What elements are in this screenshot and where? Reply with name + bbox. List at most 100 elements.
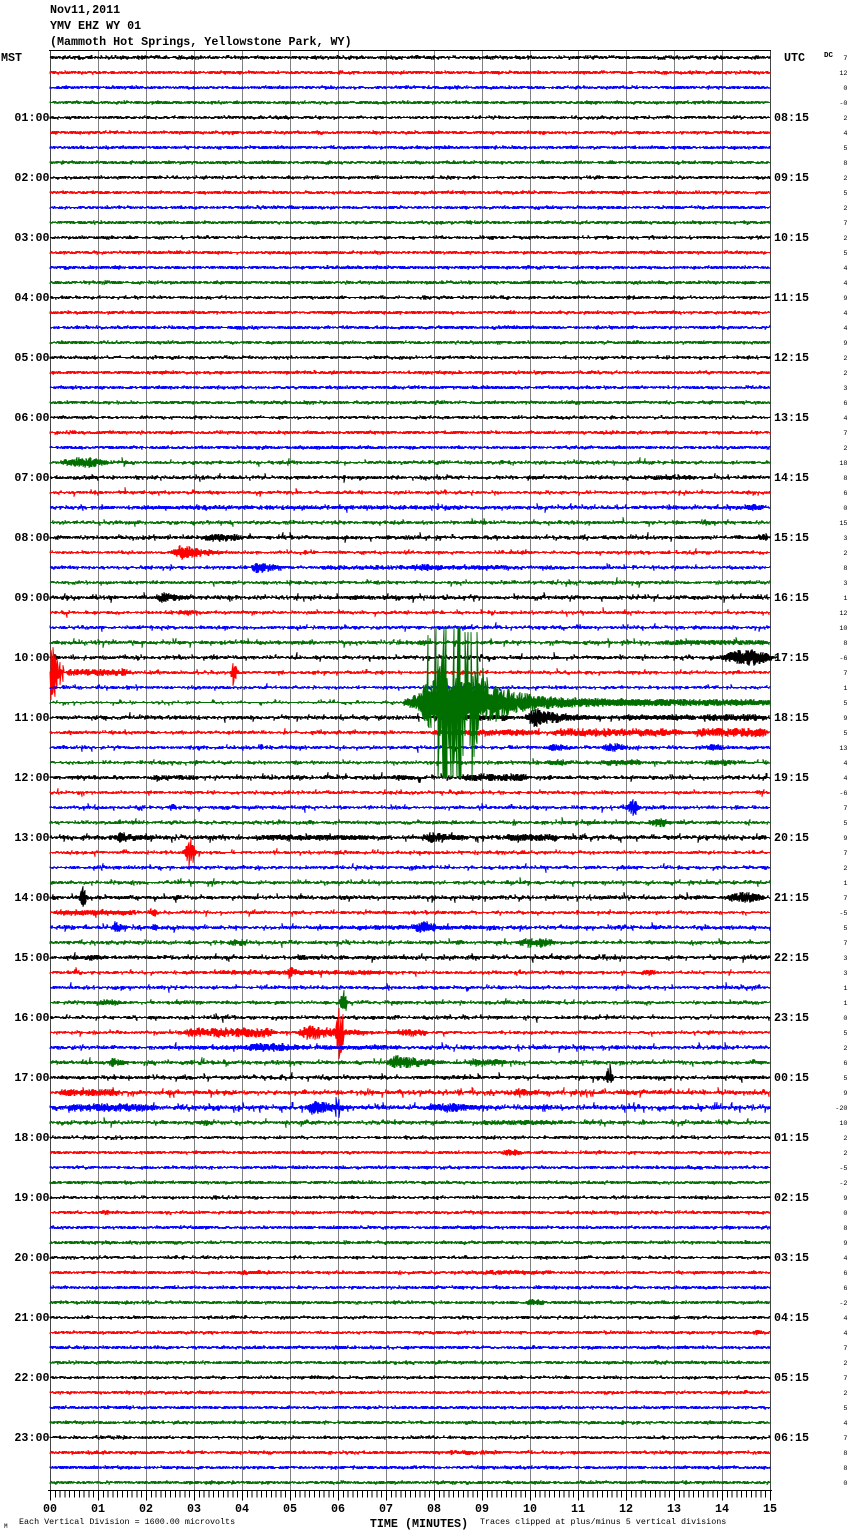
svg-text:2: 2 xyxy=(843,235,847,243)
svg-text:02: 02 xyxy=(139,1502,153,1516)
svg-text:6: 6 xyxy=(843,490,847,498)
svg-text:18:15: 18:15 xyxy=(774,711,809,725)
svg-text:4: 4 xyxy=(843,415,847,423)
svg-text:7: 7 xyxy=(843,1375,847,1383)
svg-text:23:15: 23:15 xyxy=(774,1011,809,1025)
svg-text:9: 9 xyxy=(843,835,847,843)
svg-text:02:15: 02:15 xyxy=(774,1191,809,1205)
svg-text:Traces clipped at plus/minus 5: Traces clipped at plus/minus 5 vertical … xyxy=(480,1517,726,1527)
svg-text:1: 1 xyxy=(843,1000,847,1008)
svg-text:6: 6 xyxy=(843,1060,847,1068)
svg-text:2: 2 xyxy=(843,1150,847,1158)
svg-text:17:00: 17:00 xyxy=(14,1071,49,1085)
svg-text:Nov11,2011: Nov11,2011 xyxy=(50,3,120,17)
svg-text:0: 0 xyxy=(843,1480,847,1488)
svg-text:0: 0 xyxy=(843,1015,847,1023)
svg-text:12: 12 xyxy=(619,1502,633,1516)
svg-text:7: 7 xyxy=(843,850,847,858)
svg-text:06:15: 06:15 xyxy=(774,1431,809,1445)
svg-text:8: 8 xyxy=(843,160,847,168)
svg-text:05:00: 05:00 xyxy=(14,351,49,365)
svg-text:12: 12 xyxy=(839,610,847,618)
svg-text:5: 5 xyxy=(843,1075,847,1083)
svg-text:9: 9 xyxy=(843,340,847,348)
svg-text:-6: -6 xyxy=(839,655,847,663)
svg-text:14: 14 xyxy=(715,1502,729,1516)
svg-text:7: 7 xyxy=(843,940,847,948)
svg-text:10: 10 xyxy=(839,625,847,633)
svg-text:12:00: 12:00 xyxy=(14,771,49,785)
svg-text:2: 2 xyxy=(843,1135,847,1143)
svg-text:4: 4 xyxy=(843,1420,847,1428)
svg-text:5: 5 xyxy=(843,1405,847,1413)
svg-text:4: 4 xyxy=(843,760,847,768)
svg-text:04:00: 04:00 xyxy=(14,291,49,305)
svg-text:5: 5 xyxy=(843,250,847,258)
svg-text:22:15: 22:15 xyxy=(774,951,809,965)
svg-text:10:00: 10:00 xyxy=(14,651,49,665)
svg-text:0: 0 xyxy=(843,505,847,513)
svg-text:13: 13 xyxy=(667,1502,681,1516)
svg-text:13:15: 13:15 xyxy=(774,411,809,425)
svg-text:M: M xyxy=(4,1523,8,1530)
svg-text:8: 8 xyxy=(843,565,847,573)
svg-text:06: 06 xyxy=(331,1502,345,1516)
svg-text:09:15: 09:15 xyxy=(774,171,809,185)
svg-text:YMV EHZ WY 01: YMV EHZ WY 01 xyxy=(50,19,141,33)
svg-text:03:00: 03:00 xyxy=(14,231,49,245)
svg-text:3: 3 xyxy=(843,955,847,963)
svg-text:8: 8 xyxy=(843,475,847,483)
svg-text:10: 10 xyxy=(523,1502,537,1516)
svg-text:2: 2 xyxy=(843,175,847,183)
svg-text:4: 4 xyxy=(843,265,847,273)
svg-text:10: 10 xyxy=(839,1120,847,1128)
svg-text:07:00: 07:00 xyxy=(14,471,49,485)
svg-text:8: 8 xyxy=(843,640,847,648)
svg-text:1: 1 xyxy=(843,985,847,993)
svg-text:15: 15 xyxy=(839,520,847,528)
svg-text:5: 5 xyxy=(843,700,847,708)
svg-text:10:15: 10:15 xyxy=(774,231,809,245)
svg-text:3: 3 xyxy=(843,580,847,588)
svg-text:21:00: 21:00 xyxy=(14,1311,49,1325)
svg-text:4: 4 xyxy=(843,130,847,138)
svg-text:Each Vertical Division = 1600.: Each Vertical Division = 1600.00 microvo… xyxy=(19,1517,235,1527)
svg-text:8: 8 xyxy=(843,1465,847,1473)
svg-text:06:00: 06:00 xyxy=(14,411,49,425)
svg-text:01:00: 01:00 xyxy=(14,111,49,125)
svg-text:03: 03 xyxy=(187,1502,201,1516)
svg-text:-5: -5 xyxy=(839,910,847,918)
svg-text:7: 7 xyxy=(843,55,847,63)
svg-text:18: 18 xyxy=(839,460,847,468)
svg-text:3: 3 xyxy=(843,535,847,543)
svg-text:8: 8 xyxy=(843,1450,847,1458)
svg-text:15: 15 xyxy=(763,1502,777,1516)
svg-text:DC: DC xyxy=(824,52,834,60)
svg-text:6: 6 xyxy=(843,1270,847,1278)
svg-text:11:00: 11:00 xyxy=(14,711,49,725)
svg-text:04: 04 xyxy=(235,1502,249,1516)
svg-text:00:15: 00:15 xyxy=(774,1071,809,1085)
svg-text:6: 6 xyxy=(843,1285,847,1293)
svg-text:5: 5 xyxy=(843,820,847,828)
svg-text:MST: MST xyxy=(1,51,22,65)
svg-text:0: 0 xyxy=(843,85,847,93)
svg-text:4: 4 xyxy=(843,1315,847,1323)
svg-text:4: 4 xyxy=(843,280,847,288)
svg-text:2: 2 xyxy=(843,115,847,123)
svg-text:-6: -6 xyxy=(839,790,847,798)
svg-text:19:00: 19:00 xyxy=(14,1191,49,1205)
svg-text:04:15: 04:15 xyxy=(774,1311,809,1325)
svg-text:9: 9 xyxy=(843,1195,847,1203)
svg-text:7: 7 xyxy=(843,895,847,903)
svg-text:20:00: 20:00 xyxy=(14,1251,49,1265)
svg-text:2: 2 xyxy=(843,550,847,558)
svg-text:2: 2 xyxy=(843,445,847,453)
svg-text:13:00: 13:00 xyxy=(14,831,49,845)
svg-text:22:00: 22:00 xyxy=(14,1371,49,1385)
svg-text:9: 9 xyxy=(843,1240,847,1248)
svg-text:14:00: 14:00 xyxy=(14,891,49,905)
svg-text:9: 9 xyxy=(843,1090,847,1098)
svg-text:13: 13 xyxy=(839,745,847,753)
svg-text:4: 4 xyxy=(843,1330,847,1338)
